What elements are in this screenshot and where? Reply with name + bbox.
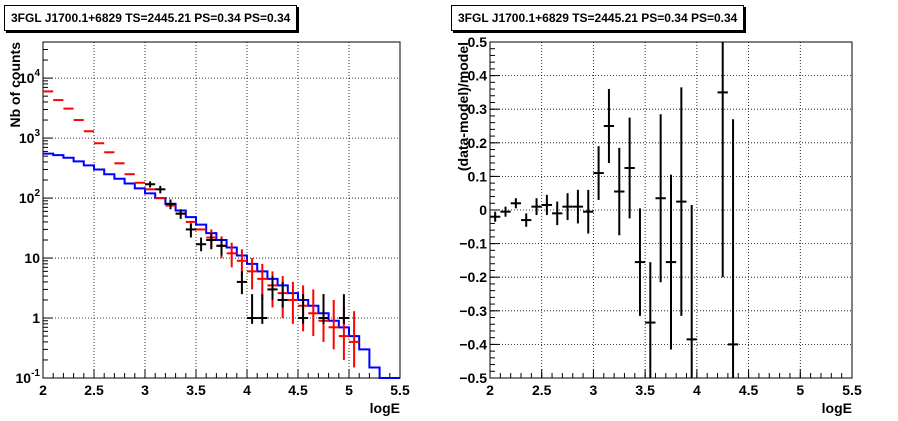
y-tick-label: −0.1	[459, 236, 487, 252]
x-tick-label: 3	[590, 382, 598, 398]
x-tick-label: 4.5	[739, 382, 759, 398]
y-tick-label: 0.3	[468, 101, 488, 117]
y-tick-label: 0	[479, 202, 487, 218]
x-tick-label: 2.5	[84, 382, 104, 398]
x-tick-label: 3.5	[186, 382, 206, 398]
x-tick-label: 4	[243, 382, 251, 398]
y-tick-label: 10	[24, 250, 40, 266]
x-tick-label: 5	[345, 382, 353, 398]
y-tick-label: 1	[32, 310, 40, 326]
y-tick-label: −0.2	[459, 269, 487, 285]
x-axis-label: logE	[370, 400, 400, 416]
x-tick-label: 3	[141, 382, 149, 398]
y-tick-label: −0.4	[459, 336, 487, 352]
x-tick-label: 4	[693, 382, 701, 398]
y-tick-label: 0.2	[468, 135, 488, 151]
x-tick-label: 2.5	[532, 382, 552, 398]
x-tick-label: 2	[39, 382, 47, 398]
right-chart-title: 3FGL J1700.1+6829 TS=2445.21 PS=0.34 PS=…	[451, 5, 745, 31]
right-chart-plot: 2 2.5 3 3.5 4 4.5 5 5.5 −0.5 −0.4 −0.3 −0.2 −0.1 0 0.1…	[455, 34, 862, 416]
y-tick-label: 10-1	[16, 368, 41, 386]
y-tick-label: 0.1	[468, 168, 488, 184]
x-tick-label: 5.5	[390, 382, 410, 398]
y-tick-exponent: -1	[31, 368, 40, 379]
y-tick-label: 102	[19, 188, 41, 206]
y-tick-label: 0.4	[468, 68, 488, 84]
x-axis-label: logE	[822, 400, 852, 416]
y-tick-label: 0.5	[468, 34, 488, 50]
y-tick-exponent: 4	[34, 68, 40, 79]
x-tick-label: 5	[796, 382, 804, 398]
y-tick-label: −0.5	[459, 370, 487, 386]
x-tick-label: 5.5	[842, 382, 862, 398]
x-tick-label: 3.5	[635, 382, 655, 398]
left-chart-title: 3FGL J1700.1+6829 TS=2445.21 PS=0.34 PS=…	[4, 5, 298, 31]
x-tick-label: 2	[486, 382, 494, 398]
y-axis-label: (data-model)/model	[455, 42, 471, 171]
y-axis-label: Nb of counts	[7, 42, 23, 128]
y-tick-exponent: 3	[34, 128, 40, 139]
y-tick-label: 103	[19, 128, 41, 146]
y-tick-label: −0.3	[459, 303, 487, 319]
x-tick-label: 4.5	[288, 382, 308, 398]
y-tick-exponent: 2	[34, 188, 40, 199]
plot-frame	[42, 41, 401, 379]
